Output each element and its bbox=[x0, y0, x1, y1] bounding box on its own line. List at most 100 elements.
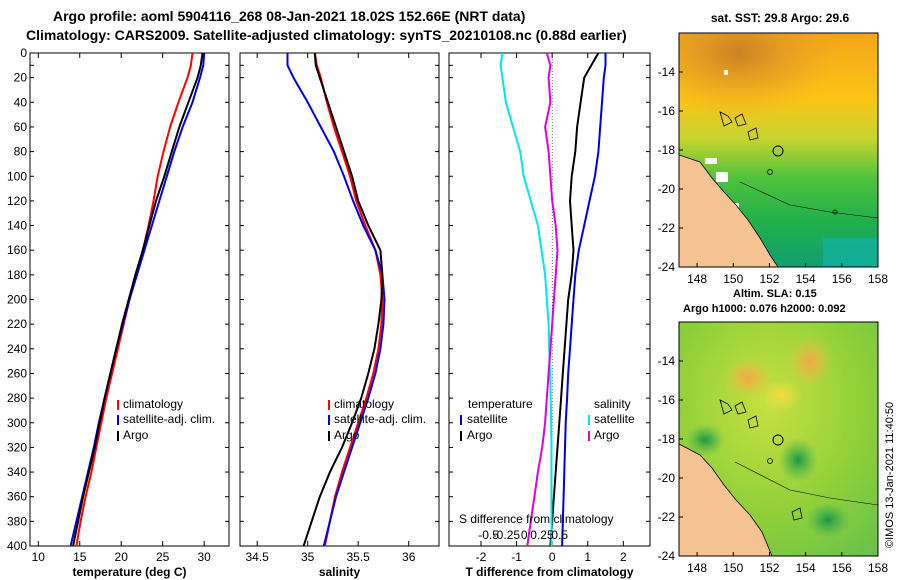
map-y-tick-label: -22 bbox=[658, 510, 676, 524]
reef-outlines bbox=[719, 399, 759, 429]
series-line-argo bbox=[302, 52, 384, 547]
y-tick-label: 20 bbox=[14, 71, 28, 85]
map-x-tick-label: 148 bbox=[687, 272, 707, 286]
sst-map-ticks: 148 150 152 154 156 158 -14 -16 -18 -20 -22 -24 bbox=[658, 65, 889, 286]
sla-low-anomaly bbox=[778, 438, 818, 482]
sla-map-ticks: 148 150 152 154 156 158 -14 -16 -18 -20 -22 -24 bbox=[658, 354, 889, 575]
y-tick-label: 120 bbox=[7, 194, 27, 208]
map-x-tick-label: 150 bbox=[723, 272, 743, 286]
sla-high-anomaly bbox=[788, 336, 832, 388]
map-x-tick-label: 156 bbox=[832, 561, 852, 575]
legend-label-climatology: climatology bbox=[123, 397, 183, 411]
map-y-tick-label: -24 bbox=[658, 260, 676, 274]
map-x-tick-label: 148 bbox=[687, 561, 707, 575]
map-x-tick-label: 156 bbox=[832, 272, 852, 286]
header-line2: Climatology: CARS2009. Satellite-adjuste… bbox=[26, 27, 627, 43]
x-tick-label: 20 bbox=[115, 550, 129, 564]
y-tick-label: 320 bbox=[7, 440, 27, 454]
shelf-contour bbox=[734, 461, 878, 506]
y-tick-label: 380 bbox=[7, 514, 27, 528]
difference-legend: temperature satellite Argo salinity sate… bbox=[460, 397, 635, 442]
series-line-argo bbox=[72, 52, 204, 547]
sst-cool-patch bbox=[823, 238, 878, 267]
shelf-contour bbox=[739, 181, 878, 219]
salinity-panel: 34.5 35 35.5 36 salinity bbox=[239, 52, 440, 579]
x-tick-label: 15 bbox=[73, 550, 87, 564]
series-line-temperature-argo bbox=[549, 52, 600, 547]
legend-title-temperature: temperature bbox=[468, 397, 533, 411]
map-x-tick-label: 152 bbox=[759, 272, 779, 286]
x-axis-label: temperature (deg C) bbox=[72, 565, 186, 579]
y-tick-label: 260 bbox=[7, 366, 27, 380]
sst-warm-patch bbox=[679, 33, 878, 163]
y-tick-label: 200 bbox=[7, 293, 27, 307]
y-tick-label: 40 bbox=[14, 95, 28, 109]
x2-tick-label: 0.25 bbox=[530, 528, 554, 542]
x2-tick-label: 0 bbox=[521, 528, 528, 542]
map-x-tick-label: 154 bbox=[796, 561, 816, 575]
legend-label-s-argo: Argo bbox=[594, 428, 620, 442]
map-x-tick-label: 158 bbox=[868, 272, 888, 286]
y-tick-label: 160 bbox=[7, 243, 27, 257]
reef-outlines bbox=[719, 111, 759, 141]
y-tick-label: 220 bbox=[7, 317, 27, 331]
land-mass bbox=[679, 154, 779, 267]
y-tick-label: 300 bbox=[7, 416, 27, 430]
sst-map-title: sat. SST: 29.8 Argo: 29.6 bbox=[711, 11, 850, 25]
sla-low-anomaly bbox=[806, 502, 850, 538]
x-tick-label: 34.5 bbox=[245, 550, 269, 564]
x-tick-label: 30 bbox=[197, 550, 211, 564]
argo-position-marker bbox=[772, 145, 784, 157]
y-tick-label: 180 bbox=[7, 268, 27, 282]
sst-map: sat. SST: 29.8 Argo: 29.6 148 150 152 154 15… bbox=[658, 11, 889, 286]
y-tick-label: 60 bbox=[14, 120, 28, 134]
legend-label-argo: Argo bbox=[123, 428, 149, 442]
cloud-gap bbox=[716, 172, 728, 182]
x-tick-label: 2 bbox=[620, 550, 627, 564]
sla-map-subtitle: Argo h1000: 0.076 h2000: 0.092 bbox=[683, 303, 846, 315]
y-tick-label: 400 bbox=[7, 539, 27, 553]
series-line-salinity-satellite bbox=[499, 52, 553, 546]
map-y-tick-label: -20 bbox=[658, 471, 676, 485]
temperature-panel: 0 20 40 60 80 100 120 140 160 180 200 220 240 260 280 3… bbox=[7, 46, 230, 579]
s-difference-ticks: -0.5-0.25 0 0.250.5 bbox=[478, 528, 568, 542]
difference-panel: -2 -1 0 1 2T difference from climatology bbox=[448, 52, 651, 579]
header-line1: Argo profile: aoml 5904116_268 08-Jan-20… bbox=[53, 8, 525, 24]
map-y-tick-label: -22 bbox=[658, 221, 676, 235]
y-tick-label: 360 bbox=[7, 490, 27, 504]
map-x-tick-label: 150 bbox=[723, 561, 743, 575]
legend-label-t-argo: Argo bbox=[467, 428, 493, 442]
cloud-gap bbox=[724, 70, 728, 75]
y-tick-label: 100 bbox=[7, 169, 27, 183]
y-tick-label: 80 bbox=[14, 145, 28, 159]
map-y-tick-label: -14 bbox=[658, 65, 676, 79]
argo-position-marker bbox=[772, 434, 784, 446]
land-mass bbox=[679, 443, 773, 556]
map-y-tick-label: -18 bbox=[658, 143, 676, 157]
reef-outlines bbox=[791, 507, 803, 521]
x-axis-label: salinity bbox=[319, 565, 361, 579]
x2-tick-label: -0.25 bbox=[493, 528, 521, 542]
series-line-temperature-satellite bbox=[561, 53, 607, 547]
reef-marker bbox=[767, 169, 773, 175]
series-line-satellite-adj-clim- bbox=[286, 53, 386, 547]
map-x-tick-label: 152 bbox=[759, 561, 779, 575]
reef-marker bbox=[832, 209, 838, 215]
map-y-tick-label: -20 bbox=[658, 182, 676, 196]
map-y-tick-label: -24 bbox=[658, 549, 676, 563]
map-y-tick-label: -14 bbox=[658, 354, 676, 368]
reef-marker bbox=[767, 458, 773, 464]
x2-tick-label: -0.5 bbox=[478, 528, 499, 542]
map-x-tick-label: 154 bbox=[796, 272, 816, 286]
x-tick-label: 36 bbox=[402, 550, 416, 564]
salinity-legend: climatology satellite-adj. clim. Argo bbox=[328, 397, 426, 442]
map-y-tick-label: -16 bbox=[658, 393, 676, 407]
y-tick-label: 280 bbox=[7, 391, 27, 405]
timestamp-stamp: ©IMOS 13-Jan-2021 11:40:50 bbox=[884, 402, 896, 548]
legend-label-satellite: satellite-adj. clim. bbox=[123, 412, 215, 426]
temperature-legend: climatology satellite-adj. clim. Argo bbox=[117, 397, 215, 442]
sla-high-anomaly bbox=[724, 358, 772, 398]
map-y-tick-label: -16 bbox=[658, 104, 676, 118]
y-tick-label: 240 bbox=[7, 342, 27, 356]
